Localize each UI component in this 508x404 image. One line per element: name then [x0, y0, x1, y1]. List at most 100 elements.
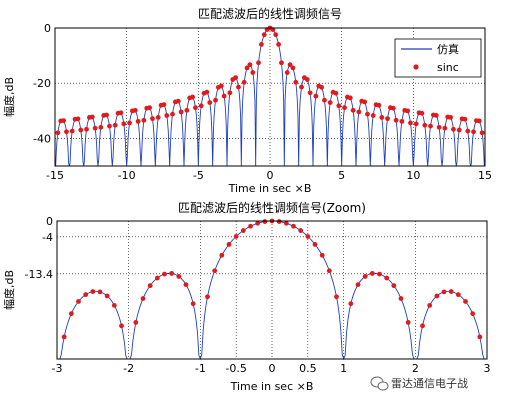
chart-full: 匹配滤波后的线性调频信号 -15 -10 -5 0 5 10 15 0 -20 -40 Time …	[2, 6, 492, 195]
y-tick-label: -20	[33, 77, 51, 90]
chart-title: 匹配滤波后的线性调频信号	[198, 6, 342, 21]
data-point-sinc	[462, 116, 468, 122]
data-point-sinc	[164, 113, 170, 118]
data-point-sinc	[69, 128, 75, 134]
data-point-sinc	[376, 102, 382, 108]
data-point-sinc	[312, 242, 318, 247]
x-tick-label: -3	[52, 362, 63, 375]
data-point-sinc	[463, 299, 468, 304]
data-point-sinc	[471, 129, 476, 135]
data-point-sinc	[75, 116, 81, 122]
x-tick-label: -10	[118, 169, 136, 182]
data-point-sinc	[61, 334, 67, 340]
data-point-sinc	[355, 282, 361, 288]
data-point-sinc	[247, 62, 253, 68]
data-point-sinc	[104, 293, 110, 299]
data-point-sinc	[240, 228, 246, 233]
data-point-sinc	[420, 323, 425, 329]
data-point-sinc	[384, 275, 390, 281]
x-tick-label: 15	[478, 169, 492, 182]
data-point-sinc	[184, 107, 190, 113]
data-point-sinc	[284, 70, 290, 75]
data-point-sinc	[385, 116, 390, 122]
data-point-sinc	[305, 234, 311, 239]
data-point-sinc	[327, 100, 333, 105]
x-tick-label: -5	[193, 169, 204, 182]
data-point-sinc	[455, 292, 461, 298]
data-point-sinc	[419, 110, 425, 116]
data-point-sinc	[61, 118, 66, 123]
data-point-sinc	[147, 105, 153, 111]
data-point-sinc	[132, 107, 138, 113]
data-point-sinc	[362, 274, 368, 279]
data-point-sinc	[307, 90, 313, 96]
data-point-sinc	[405, 108, 410, 114]
series-markers	[61, 218, 483, 340]
data-point-sinc	[107, 123, 112, 129]
x-axis-label: Time in sec ×B	[230, 380, 314, 393]
data-point-sinc	[298, 228, 304, 233]
y-tick-label: -40	[33, 132, 51, 145]
data-point-sinc	[121, 121, 127, 127]
data-point-sinc	[398, 296, 404, 301]
y-tick-label: -4	[42, 231, 53, 244]
data-point-sinc	[313, 93, 319, 99]
data-point-sinc	[219, 252, 225, 258]
data-point-sinc	[287, 62, 293, 68]
tick-labels: -15 -10 -5 0 5 10 15 0 -20 -40	[33, 22, 492, 182]
data-point-sinc	[276, 42, 281, 47]
data-point-sinc	[147, 283, 153, 289]
data-point-sinc	[118, 110, 124, 116]
data-point-sinc	[365, 111, 370, 117]
data-point-sinc	[356, 109, 362, 115]
data-point-sinc	[362, 99, 367, 105]
data-point-sinc	[119, 323, 124, 329]
data-point-sinc	[250, 70, 256, 75]
data-point-sinc	[333, 90, 339, 96]
data-point-sinc	[89, 114, 95, 120]
data-point-sinc	[150, 116, 155, 122]
data-point-sinc	[190, 94, 196, 100]
data-point-sinc	[140, 296, 146, 301]
data-point-sinc	[226, 242, 232, 247]
y-tick-label: -13.4	[25, 268, 53, 281]
data-point-sinc	[255, 220, 261, 226]
data-point-sinc	[127, 120, 132, 126]
x-tick-label: 0	[269, 362, 276, 375]
data-point-sinc	[261, 32, 267, 38]
data-point-sinc	[342, 105, 347, 111]
data-point-sinc	[393, 117, 399, 123]
data-point-sinc	[170, 111, 175, 117]
data-point-sinc	[227, 90, 233, 96]
data-point-sinc	[64, 129, 69, 135]
series-markers	[55, 25, 485, 136]
data-point-sinc	[68, 311, 74, 317]
data-point-sinc	[442, 125, 448, 131]
data-point-sinc	[369, 271, 375, 276]
data-point-sinc	[259, 42, 264, 47]
x-tick-label: -15	[46, 169, 64, 182]
y-axis-label: 幅度,dB	[2, 270, 16, 310]
data-point-sinc	[304, 77, 310, 82]
data-point-sinc	[477, 334, 483, 340]
data-point-sinc	[169, 271, 175, 276]
x-tick-label: -1	[195, 362, 206, 375]
data-point-sinc	[221, 93, 227, 99]
data-point-sinc	[319, 252, 325, 258]
legend: 仿真 sinc	[394, 38, 482, 78]
plot-frame	[56, 220, 488, 360]
data-point-sinc	[175, 98, 181, 104]
data-point-sinc	[233, 75, 239, 81]
data-point-sinc	[276, 219, 282, 224]
data-point-sinc	[213, 97, 218, 103]
data-point-sinc	[204, 89, 210, 95]
watermark: 雷达通信电子战	[370, 376, 468, 391]
data-point-sinc	[97, 289, 103, 295]
data-point-sinc	[183, 282, 189, 288]
data-point-sinc	[347, 95, 353, 101]
legend-entry-sim: 仿真	[437, 42, 459, 56]
data-point-sinc	[262, 219, 268, 224]
y-tick-label: 0	[46, 215, 53, 228]
data-point-sinc	[92, 125, 98, 131]
data-point-sinc	[350, 107, 356, 113]
